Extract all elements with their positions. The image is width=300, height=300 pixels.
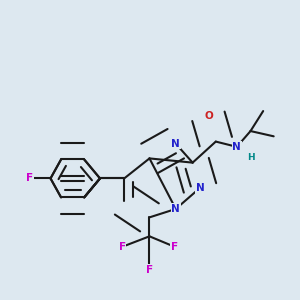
Text: N: N xyxy=(196,183,204,193)
Text: H: H xyxy=(247,153,254,162)
Text: F: F xyxy=(118,242,126,252)
Text: N: N xyxy=(232,142,241,152)
Text: F: F xyxy=(146,265,153,275)
Text: O: O xyxy=(204,111,213,121)
Text: N: N xyxy=(171,204,180,214)
Text: F: F xyxy=(171,242,178,252)
Text: N: N xyxy=(171,139,180,149)
Text: F: F xyxy=(26,173,33,183)
